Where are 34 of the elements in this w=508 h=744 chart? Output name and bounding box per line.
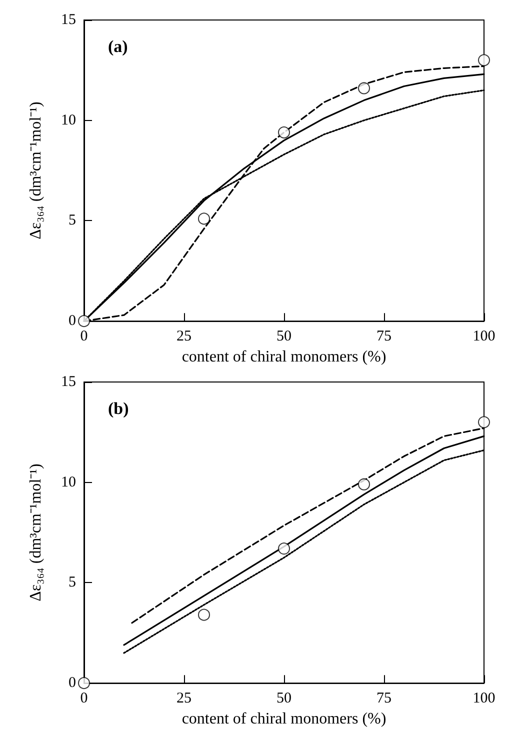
x-tick-label: 100 xyxy=(472,690,496,707)
point xyxy=(78,315,90,328)
point xyxy=(278,126,290,138)
x-tick-label: 25 xyxy=(176,690,192,707)
x-tick-label: 0 xyxy=(80,690,88,707)
point xyxy=(358,478,370,490)
y-tick-label: 0 xyxy=(68,313,76,330)
x-tick-label: 75 xyxy=(376,328,392,345)
point xyxy=(198,212,210,225)
y-axis-title: Δε₃₆₄ (dm³cm⁻¹mol⁻¹) xyxy=(28,464,44,602)
point xyxy=(478,54,490,66)
annotation: (a) xyxy=(108,37,128,56)
y-tick-label: 15 xyxy=(61,12,76,28)
point xyxy=(278,542,290,555)
point xyxy=(198,608,210,621)
y-axis-title: Δε₃₆₄ (dm³cm⁻¹mol⁻¹) xyxy=(28,102,44,240)
y-tick-label: 15 xyxy=(61,374,76,390)
y-tick-label: 5 xyxy=(68,574,76,591)
y-tick-label: 10 xyxy=(61,474,76,490)
x-tick-label: 50 xyxy=(276,690,292,707)
point xyxy=(78,677,90,690)
x-tick-label: 25 xyxy=(176,328,192,345)
point xyxy=(358,82,370,94)
x-tick-label: 50 xyxy=(276,328,292,345)
x-tick-label: 0 xyxy=(80,328,88,345)
y-tick-label: 0 xyxy=(68,675,76,692)
x-tick-label: 100 xyxy=(472,328,496,345)
x-axis-title: content of chiral monomers (%) xyxy=(182,348,386,366)
y-tick-label: 10 xyxy=(61,112,76,128)
x-axis-title: content of chiral monomers (%) xyxy=(182,710,386,728)
y-tick-label: 5 xyxy=(68,212,76,229)
x-tick-label: 75 xyxy=(376,690,392,707)
annotation: (b) xyxy=(108,399,129,418)
point xyxy=(478,416,490,428)
